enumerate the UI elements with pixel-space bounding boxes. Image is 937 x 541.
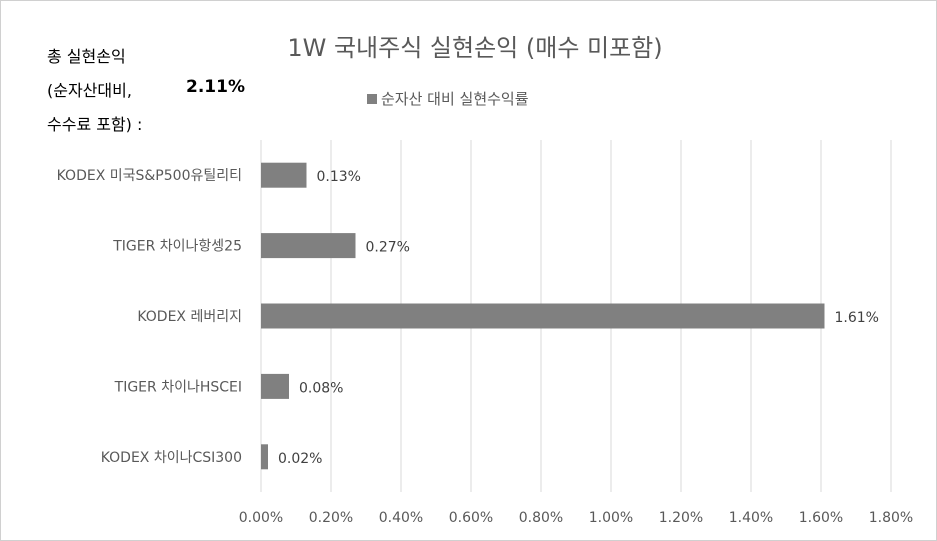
x-tick-label: 0.40% <box>379 510 423 526</box>
x-tick-label: 1.00% <box>589 510 633 526</box>
category-label: KODEX 레버리지 <box>137 309 242 325</box>
chart-title: 1W 국내주식 실현손익 (매수 미포함) <box>287 34 663 62</box>
x-tick-label: 0.80% <box>519 510 563 526</box>
x-tick-label: 0.20% <box>309 510 353 526</box>
bar <box>261 373 289 399</box>
data-label: 0.13% <box>317 169 361 185</box>
bar <box>261 303 825 329</box>
x-tick-label: 0.00% <box>239 510 283 526</box>
category-label: TIGER 차이나항셍25 <box>112 239 242 255</box>
category-label: KODEX 미국S&P500유틸리티 <box>57 168 242 184</box>
legend-swatch <box>367 93 377 104</box>
category-label: KODEX 차이나CSI300 <box>101 450 242 466</box>
x-tick-label: 1.60% <box>799 510 843 526</box>
x-tick-label: 1.20% <box>659 510 703 526</box>
data-label: 0.08% <box>299 380 343 396</box>
data-label: 0.02% <box>278 451 322 467</box>
summary-line-3: 수수료 포함) : <box>47 115 143 134</box>
summary-block: 총 실현손익 (순자산대비, 수수료 포함) : <box>47 40 142 142</box>
x-tick-label: 0.60% <box>449 510 493 526</box>
summary-line-2: (순자산대비, <box>47 81 132 100</box>
data-label: 1.61% <box>835 310 879 326</box>
summary-value: 2.11% <box>186 77 245 97</box>
bar <box>261 233 356 259</box>
legend: 순자산 대비 실현수익률 <box>367 88 529 109</box>
x-tick-label: 1.80% <box>869 510 913 526</box>
legend-label: 순자산 대비 실현수익률 <box>381 90 529 108</box>
x-tick-label: 1.40% <box>729 510 773 526</box>
data-label: 0.27% <box>366 240 410 256</box>
bar <box>261 444 268 470</box>
summary-line-1: 총 실현손익 <box>47 47 126 66</box>
bar <box>261 162 307 188</box>
category-label: TIGER 차이나HSCEI <box>114 379 242 395</box>
